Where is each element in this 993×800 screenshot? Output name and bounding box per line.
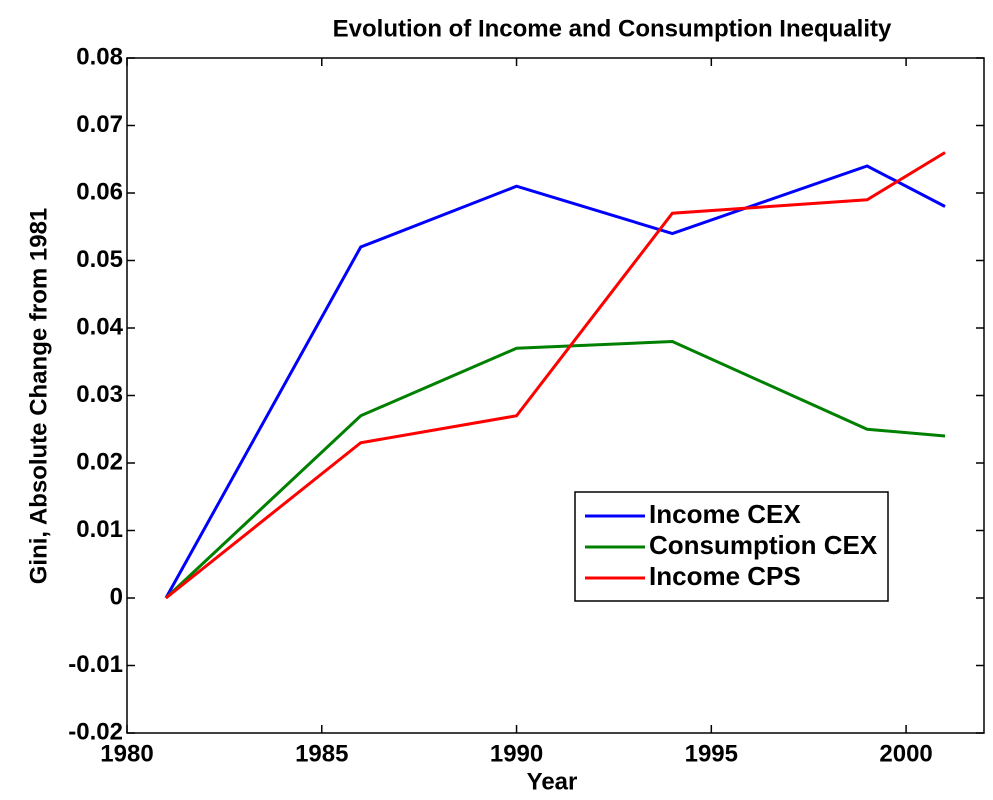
y-tick-label: 0.04 [76,313,123,340]
series-line [164,339,946,600]
y-axis-label: Gini, Absolute Change from 1981 [25,208,52,585]
x-tick-label: 1990 [490,740,543,767]
y-tick-label: -0.01 [68,651,123,678]
y-tick-label: 0.02 [76,448,123,475]
y-tick-label: 0 [110,583,123,610]
x-axis-label: Year [527,768,578,795]
plot-area [126,57,985,734]
legend-label: Consumption CEX [649,530,878,560]
x-tick-label: 1985 [295,740,348,767]
chart-title: Evolution of Income and Consumption Ineq… [333,15,892,42]
legend-label: Income CPS [649,561,801,591]
series-line [164,164,946,599]
y-tick-label: 0.08 [76,43,123,70]
series-line [165,151,946,600]
legend-label: Income CEX [649,499,801,529]
y-tick-label: 0.06 [76,178,123,205]
y-tick-label: 0.05 [76,246,123,273]
x-tick-label: 1980 [100,740,153,767]
x-tick-label: 2000 [879,740,932,767]
x-tick-label: 1995 [685,740,738,767]
y-tick-label: 0.01 [76,516,123,543]
y-tick-label: 0.07 [76,111,123,138]
y-tick-label: 0.03 [76,381,123,408]
y-tick-label: -0.02 [68,718,123,745]
